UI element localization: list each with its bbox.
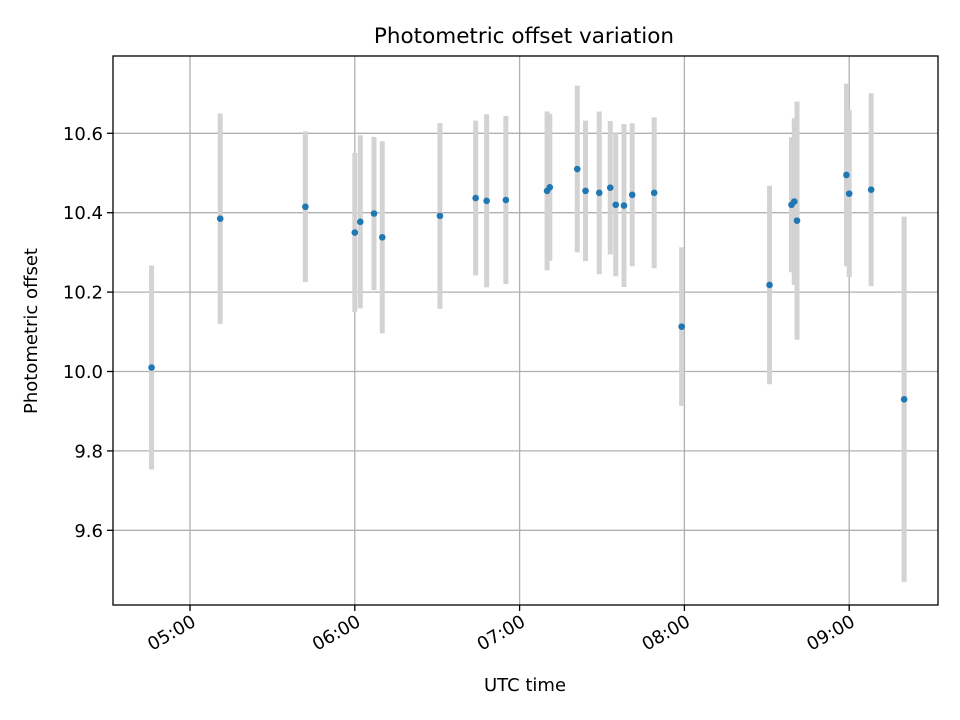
y-tick-label: 9.8 — [74, 441, 103, 462]
data-point — [351, 229, 359, 236]
data-point — [546, 183, 554, 191]
data-point — [790, 198, 798, 205]
data-points — [148, 165, 908, 403]
data-point — [483, 197, 490, 205]
grid-lines — [113, 56, 938, 605]
data-point — [678, 323, 685, 330]
data-point — [845, 190, 853, 197]
x-tick-label: 05:00 — [144, 611, 199, 655]
data-point — [628, 191, 636, 199]
data-point — [378, 234, 386, 241]
y-axis-label: Photometric offset — [21, 248, 42, 414]
data-point — [502, 196, 510, 204]
chart-title: Photometric offset variation — [374, 24, 674, 49]
data-point — [216, 215, 224, 222]
data-point — [595, 189, 603, 197]
data-point — [766, 281, 773, 289]
y-axis-ticks: 9.6 9.8 10.0 10.2 10.4 10.6 — [63, 124, 113, 542]
data-point — [793, 217, 801, 224]
x-tick-label: 07:00 — [474, 611, 529, 655]
y-tick-label: 10.4 — [63, 203, 103, 224]
data-point — [472, 194, 479, 202]
data-point — [370, 210, 378, 217]
y-tick-label: 10.2 — [63, 283, 103, 304]
data-point — [302, 203, 309, 211]
data-point — [436, 212, 444, 220]
x-axis-label: UTC time — [484, 675, 566, 696]
data-point — [620, 202, 628, 209]
data-point — [650, 189, 658, 197]
x-axis-ticks: 05:00 06:00 07:00 08:00 09:00 — [144, 605, 859, 655]
data-point — [573, 165, 581, 173]
data-point — [148, 364, 155, 371]
data-point — [900, 395, 908, 403]
x-tick-label: 08:00 — [638, 611, 693, 655]
y-tick-label: 9.6 — [74, 521, 103, 542]
data-point — [356, 218, 364, 226]
data-point — [843, 171, 850, 179]
y-tick-label: 10.6 — [63, 124, 103, 145]
error-bars — [149, 83, 907, 582]
y-tick-label: 10.0 — [63, 362, 103, 383]
x-tick-label: 09:00 — [803, 611, 858, 655]
data-point — [606, 184, 614, 191]
data-point — [867, 186, 875, 193]
data-point — [612, 201, 620, 209]
plot-frame — [112, 55, 939, 606]
data-point — [582, 187, 589, 195]
x-tick-label: 06:00 — [309, 611, 364, 655]
